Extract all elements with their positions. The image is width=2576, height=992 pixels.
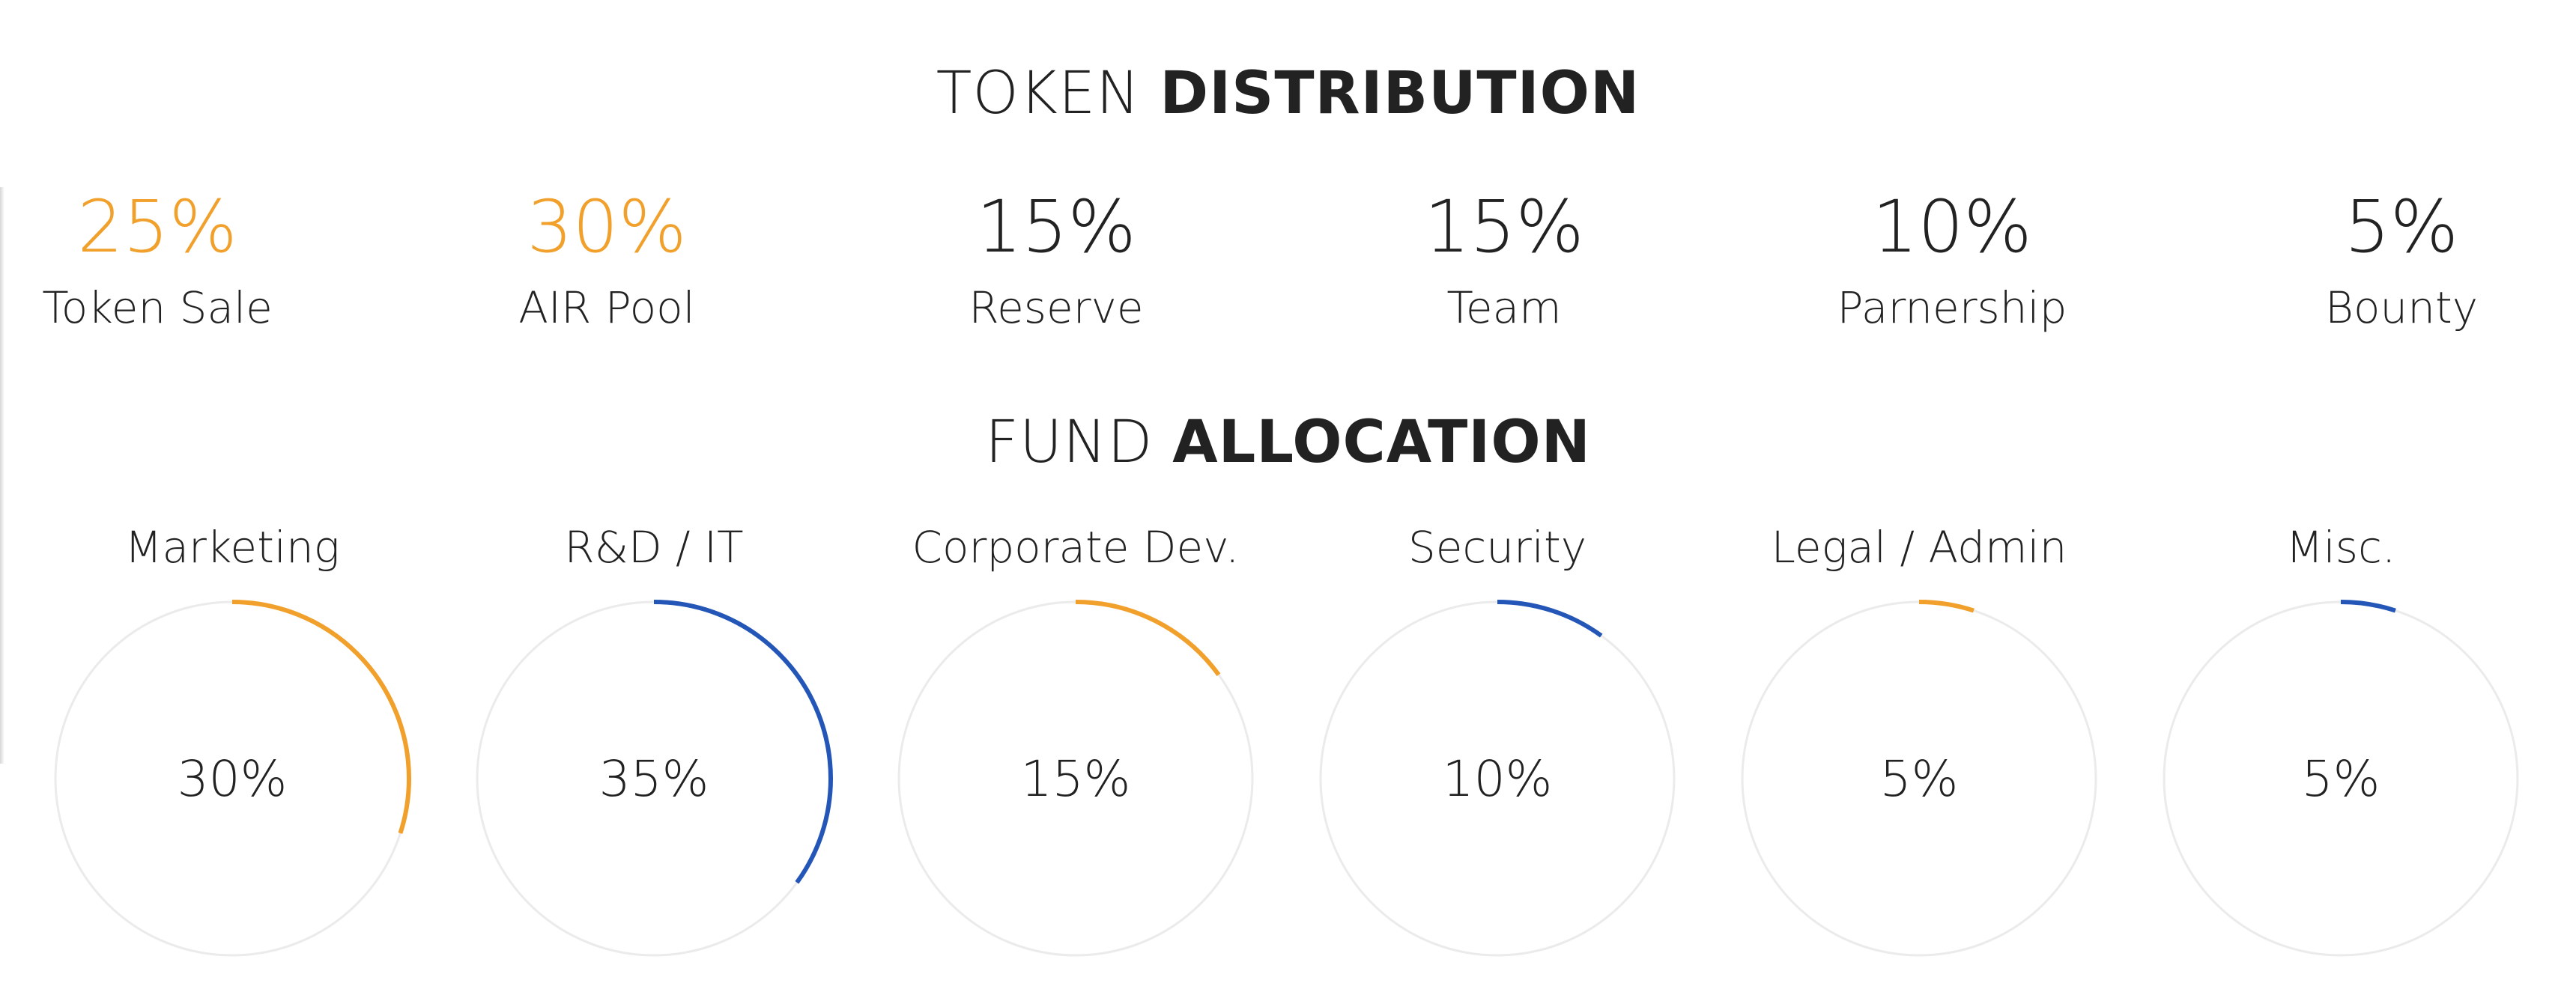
dist-label: Parnership bbox=[1837, 282, 2067, 334]
ring-arc bbox=[1318, 600, 1676, 958]
ring-arc bbox=[53, 600, 411, 958]
progress-ring-graphic bbox=[2162, 600, 2520, 958]
dist-label: Reserve bbox=[969, 282, 1144, 334]
token-distribution-title-light: TOKEN bbox=[936, 60, 1141, 127]
token-distribution-list: 25% Token Sale 30% AIR Pool 15% Reserve … bbox=[0, 186, 2576, 373]
progress-ring: 10% bbox=[1318, 599, 1677, 958]
progress-ring: 35% bbox=[474, 599, 834, 958]
dist-label: Bounty bbox=[2324, 282, 2479, 334]
token-distribution-title: TOKEN DISTRIBUTION bbox=[0, 64, 2576, 123]
progress-ring-graphic bbox=[1318, 600, 1676, 958]
fund-label: Corporate Dev. bbox=[912, 522, 1240, 573]
fund-allocation-title: FUND ALLOCATION bbox=[0, 413, 2576, 472]
dist-percent: 30% bbox=[527, 185, 687, 269]
left-edge-shadow bbox=[0, 187, 4, 764]
progress-ring: 30% bbox=[52, 599, 412, 958]
ring-value: 5% bbox=[1879, 749, 1959, 808]
dist-label: Token Sale bbox=[42, 282, 273, 334]
progress-ring: 5% bbox=[1739, 599, 2099, 958]
dist-percent: 10% bbox=[1872, 185, 2032, 269]
ring-arc bbox=[2162, 600, 2520, 958]
dist-item-air-pool: 30% AIR Pool bbox=[427, 186, 787, 332]
dist-percent: 5% bbox=[2344, 185, 2459, 269]
progress-ring: 5% bbox=[2161, 599, 2521, 958]
fund-label: Legal / Admin bbox=[1771, 522, 2067, 573]
ring-arc bbox=[475, 600, 833, 958]
dist-item-token-sale: 25% Token Sale bbox=[0, 186, 337, 332]
progress-ring: 15% bbox=[896, 599, 1255, 958]
dist-item-reserve: 15% Reserve bbox=[876, 186, 1236, 332]
dist-percent: 15% bbox=[1424, 185, 1584, 269]
progress-ring-graphic bbox=[475, 600, 833, 958]
ring-value: 5% bbox=[2301, 749, 2380, 808]
progress-ring-graphic bbox=[53, 600, 411, 958]
progress-ring-graphic bbox=[897, 600, 1255, 958]
fund-allocation-title-bold: ALLOCATION bbox=[1172, 409, 1591, 476]
ring-arc bbox=[897, 600, 1255, 958]
fund-label: R&D / IT bbox=[564, 522, 744, 573]
dist-item-team: 15% Team bbox=[1324, 186, 1684, 332]
token-distribution-title-bold: DISTRIBUTION bbox=[1160, 60, 1640, 127]
fund-label: Misc. bbox=[2285, 522, 2396, 573]
dist-item-bounty: 5% Bounty bbox=[2222, 186, 2576, 332]
fund-label: Marketing bbox=[124, 522, 340, 573]
ring-value: 30% bbox=[177, 749, 288, 808]
fund-label: Security bbox=[1407, 522, 1587, 573]
ring-value: 15% bbox=[1020, 749, 1131, 808]
ring-arc bbox=[1740, 600, 2098, 958]
progress-ring-graphic bbox=[1740, 600, 2098, 958]
ring-value: 35% bbox=[598, 749, 709, 808]
ring-value: 10% bbox=[1442, 749, 1553, 808]
fund-allocation-list: Marketing 30% R&D / IT 35% Corporate Dev… bbox=[0, 522, 2576, 973]
dist-label: Team bbox=[1446, 282, 1562, 334]
dist-percent: 25% bbox=[77, 185, 237, 269]
fund-allocation-title-light: FUND bbox=[985, 409, 1154, 476]
dist-item-partnership: 10% Parnership bbox=[1772, 186, 2132, 332]
dist-percent: 15% bbox=[976, 185, 1136, 269]
dist-label: AIR Pool bbox=[518, 282, 695, 334]
